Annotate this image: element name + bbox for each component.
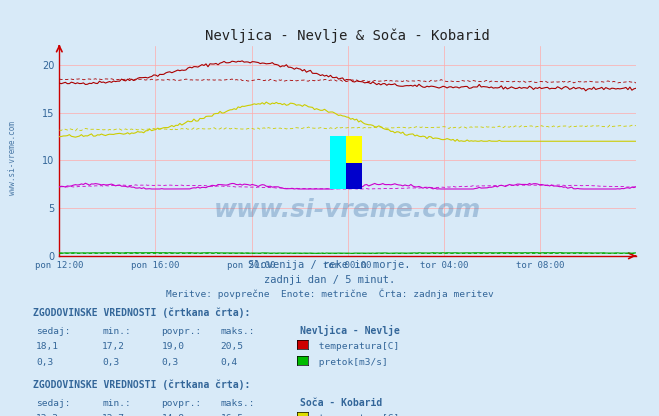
Bar [330,136,346,189]
Text: 0,3: 0,3 [102,358,119,367]
Text: zadnji dan / 5 minut.: zadnji dan / 5 minut. [264,275,395,285]
Text: pretok[m3/s]: pretok[m3/s] [313,358,387,367]
Text: 0,4: 0,4 [221,358,238,367]
Text: 0,3: 0,3 [36,358,53,367]
Text: 0,3: 0,3 [161,358,179,367]
Text: www.si-vreme.com: www.si-vreme.com [8,121,17,195]
Text: sedaj:: sedaj: [36,327,71,336]
Bar [346,136,362,163]
Text: maks.:: maks.: [221,327,255,336]
Text: 14,8: 14,8 [161,414,185,416]
Text: temperatura[C]: temperatura[C] [313,342,399,352]
Text: maks.:: maks.: [221,399,255,408]
Text: ZGODOVINSKE VREDNOSTI (črtkana črta):: ZGODOVINSKE VREDNOSTI (črtkana črta): [33,380,250,390]
Text: min.:: min.: [102,327,131,336]
Text: 12,7: 12,7 [102,414,125,416]
Text: Slovenija / reke in morje.: Slovenija / reke in morje. [248,260,411,270]
Text: sedaj:: sedaj: [36,399,71,408]
Text: Soča - Kobarid: Soča - Kobarid [300,398,382,408]
Text: Meritve: povprečne  Enote: metrične  Črta: zadnja meritev: Meritve: povprečne Enote: metrične Črta:… [165,289,494,300]
Text: temperatura[C]: temperatura[C] [313,414,399,416]
Text: ZGODOVINSKE VREDNOSTI (črtkana črta):: ZGODOVINSKE VREDNOSTI (črtkana črta): [33,308,250,318]
Text: 13,3: 13,3 [36,414,59,416]
Text: 17,2: 17,2 [102,342,125,352]
Text: 19,0: 19,0 [161,342,185,352]
Text: min.:: min.: [102,399,131,408]
Title: Nevljica - Nevlje & Soča - Kobarid: Nevljica - Nevlje & Soča - Kobarid [205,29,490,43]
Bar [346,163,362,189]
Text: 18,1: 18,1 [36,342,59,352]
Text: povpr.:: povpr.: [161,327,202,336]
Text: povpr.:: povpr.: [161,399,202,408]
Text: Nevljica - Nevlje: Nevljica - Nevlje [300,324,400,336]
Text: 16,5: 16,5 [221,414,244,416]
Text: 20,5: 20,5 [221,342,244,352]
Text: www.si-vreme.com: www.si-vreme.com [214,198,481,222]
